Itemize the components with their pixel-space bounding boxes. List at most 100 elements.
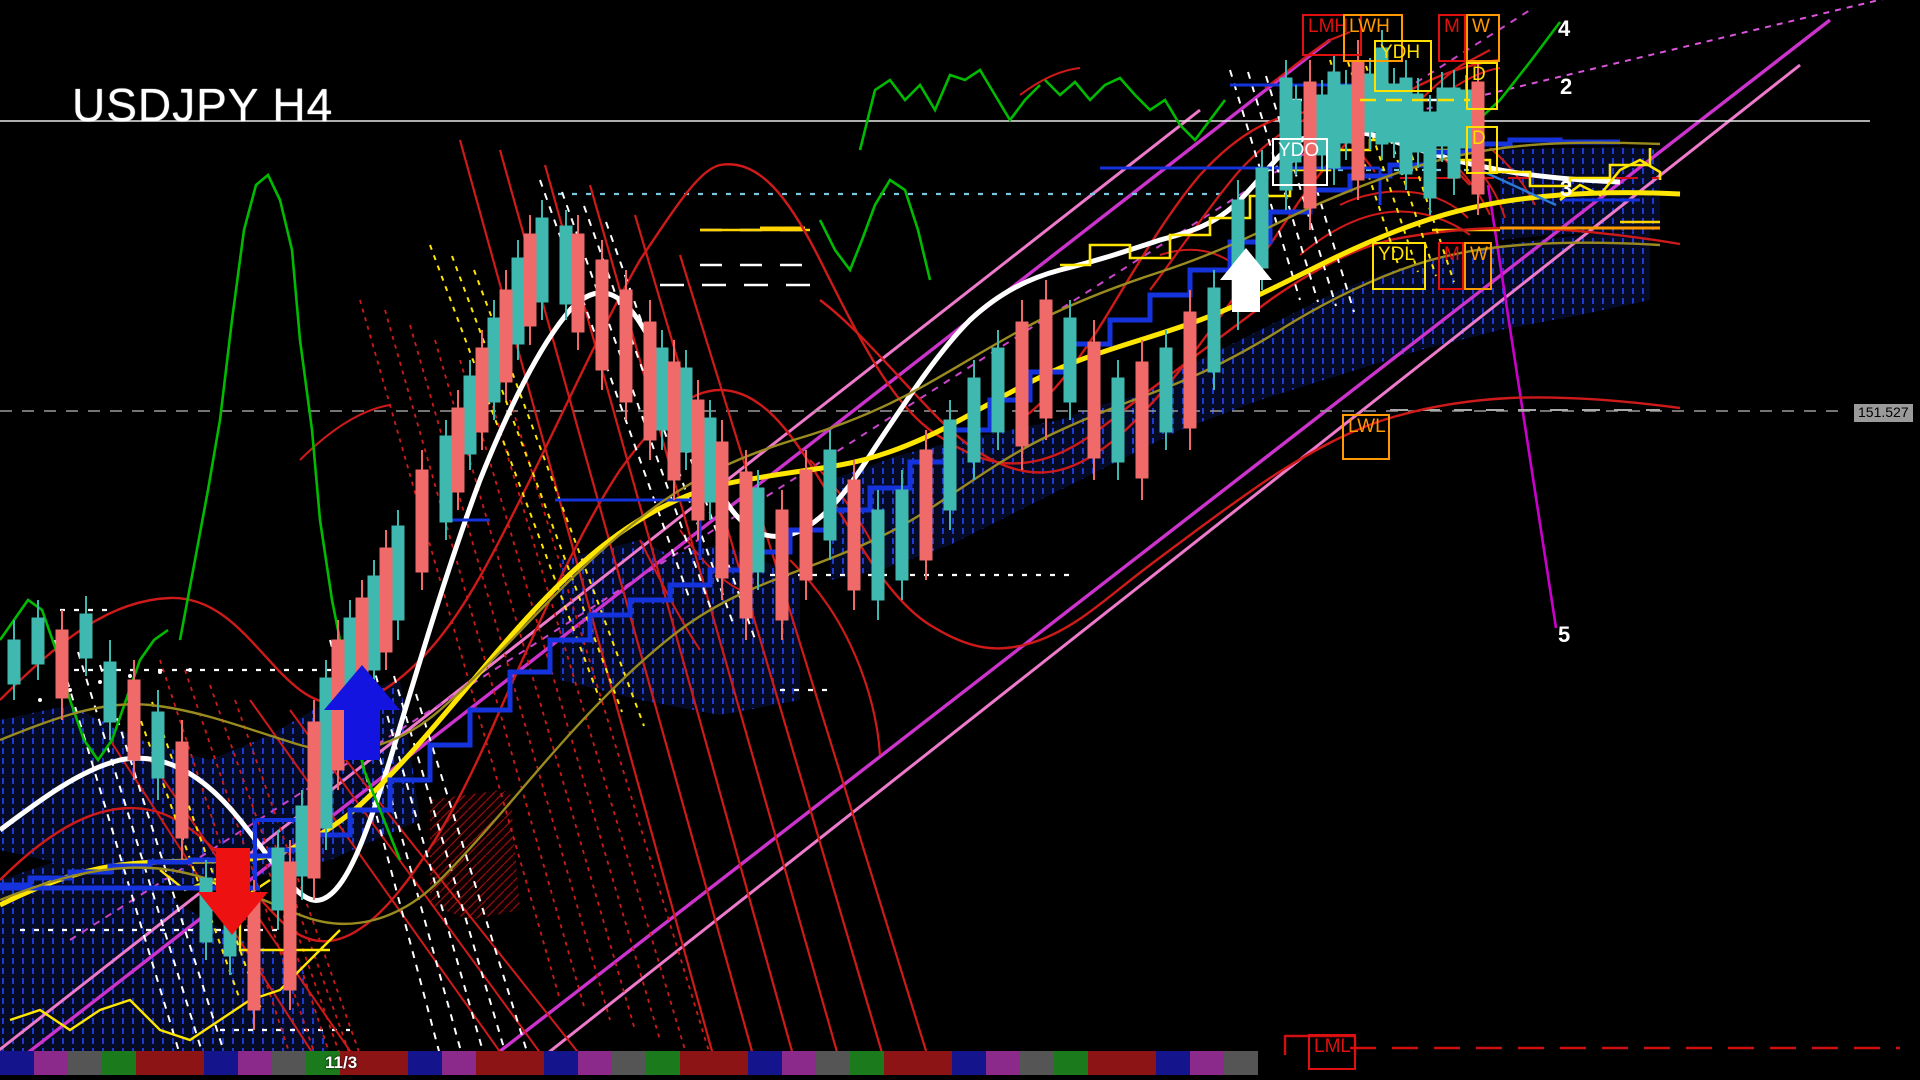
time-cell[interactable] [935,1051,952,1075]
time-cell[interactable] [646,1051,663,1075]
level-label-lwh-1[interactable]: LWH [1343,14,1403,62]
time-cell[interactable] [476,1051,493,1075]
time-cell[interactable] [357,1051,374,1075]
time-cell[interactable] [1020,1051,1037,1075]
time-cell[interactable] [0,1051,17,1075]
time-cell[interactable] [1071,1051,1088,1075]
time-cell[interactable] [629,1051,646,1075]
time-cell[interactable] [1037,1051,1054,1075]
time-cell[interactable] [238,1051,255,1075]
time-cell[interactable] [697,1051,714,1075]
time-cell[interactable] [731,1051,748,1075]
time-cell[interactable] [680,1051,697,1075]
time-cell[interactable] [816,1051,833,1075]
time-cell[interactable] [1190,1051,1207,1075]
level-label-d-7[interactable]: D [1466,126,1498,174]
time-cell[interactable] [459,1051,476,1075]
time-cell[interactable] [187,1051,204,1075]
time-cell[interactable] [374,1051,391,1075]
time-cell[interactable] [765,1051,782,1075]
date-tick-label: 11/3 [325,1053,358,1072]
buy-arrow-shape [324,665,400,760]
time-cell[interactable] [1105,1051,1122,1075]
wave-label-3: 3 [1560,176,1573,201]
time-scale-strip[interactable]: 11/3 [0,1051,1258,1075]
time-cell[interactable] [1122,1051,1139,1075]
level-label-lmh-0[interactable]: LMH [1302,14,1362,56]
time-cell[interactable] [51,1051,68,1075]
time-cell[interactable] [578,1051,595,1075]
time-cell[interactable] [1224,1051,1241,1075]
time-cell[interactable] [255,1051,272,1075]
time-cell[interactable] [1139,1051,1156,1075]
time-cell[interactable] [833,1051,850,1075]
time-cell[interactable] [884,1051,901,1075]
level-label-d-5[interactable]: D [1466,62,1498,110]
time-cell[interactable] [442,1051,459,1075]
level-label-lwl-11[interactable]: LWL [1342,414,1390,460]
time-cell[interactable] [969,1051,986,1075]
time-cell[interactable] [901,1051,918,1075]
time-cell[interactable] [34,1051,51,1075]
level-label-m-9[interactable]: M [1438,242,1464,290]
time-cell[interactable] [986,1051,1003,1075]
time-cell[interactable] [527,1051,544,1075]
time-cell[interactable] [510,1051,527,1075]
time-cell[interactable] [714,1051,731,1075]
level-label-w-4[interactable]: W [1466,14,1500,62]
time-cell[interactable] [918,1051,935,1075]
time-cell[interactable] [221,1051,238,1075]
time-cell[interactable] [748,1051,765,1075]
time-cell[interactable] [1241,1051,1258,1075]
level-label-w-10[interactable]: W [1464,242,1492,290]
time-cell[interactable] [306,1051,323,1075]
time-cell[interactable] [612,1051,629,1075]
time-cell[interactable] [136,1051,153,1075]
wave-label-5: 5 [1558,622,1571,647]
time-cell[interactable] [289,1051,306,1075]
wave-label-2: 2 [1560,74,1573,99]
time-cell[interactable] [1156,1051,1173,1075]
time-cell[interactable] [1207,1051,1224,1075]
level-label-ydl-8[interactable]: YDL [1372,242,1426,290]
time-cell[interactable] [102,1051,119,1075]
level-label-m-3[interactable]: M [1438,14,1466,62]
time-cell[interactable] [425,1051,442,1075]
time-cell[interactable] [272,1051,289,1075]
time-cell[interactable] [799,1051,816,1075]
signal-arrow-shape [1220,248,1272,312]
time-cell[interactable] [1173,1051,1190,1075]
page-title: USDJPY H4 [72,79,334,131]
time-cell[interactable] [561,1051,578,1075]
time-cell[interactable] [1003,1051,1020,1075]
time-cell[interactable] [850,1051,867,1075]
time-cell[interactable] [1054,1051,1071,1075]
current-price-tag: 151.527 [1854,404,1913,423]
time-cell[interactable] [544,1051,561,1075]
time-cell[interactable] [408,1051,425,1075]
time-cell[interactable] [391,1051,408,1075]
time-cell[interactable] [952,1051,969,1075]
time-cell[interactable] [1088,1051,1105,1075]
time-cell[interactable] [595,1051,612,1075]
time-cell[interactable] [340,1051,357,1075]
time-cell[interactable] [119,1051,136,1075]
time-cell[interactable] [170,1051,187,1075]
sell-arrow-shape [198,848,268,935]
level-label-ydh-2[interactable]: YDH [1374,40,1432,92]
time-cell[interactable] [493,1051,510,1075]
time-cell[interactable] [85,1051,102,1075]
level-label-ydo-6[interactable]: YDO [1272,138,1328,186]
time-cell[interactable] [204,1051,221,1075]
time-cell[interactable] [153,1051,170,1075]
time-cell[interactable] [17,1051,34,1075]
time-cell[interactable] [867,1051,884,1075]
time-cell[interactable] [323,1051,340,1075]
level-label-lml-12[interactable]: LML [1308,1034,1356,1070]
time-cell[interactable] [782,1051,799,1075]
time-cell[interactable] [663,1051,680,1075]
time-cell[interactable] [68,1051,85,1075]
wave-label-4: 4 [1558,16,1571,41]
